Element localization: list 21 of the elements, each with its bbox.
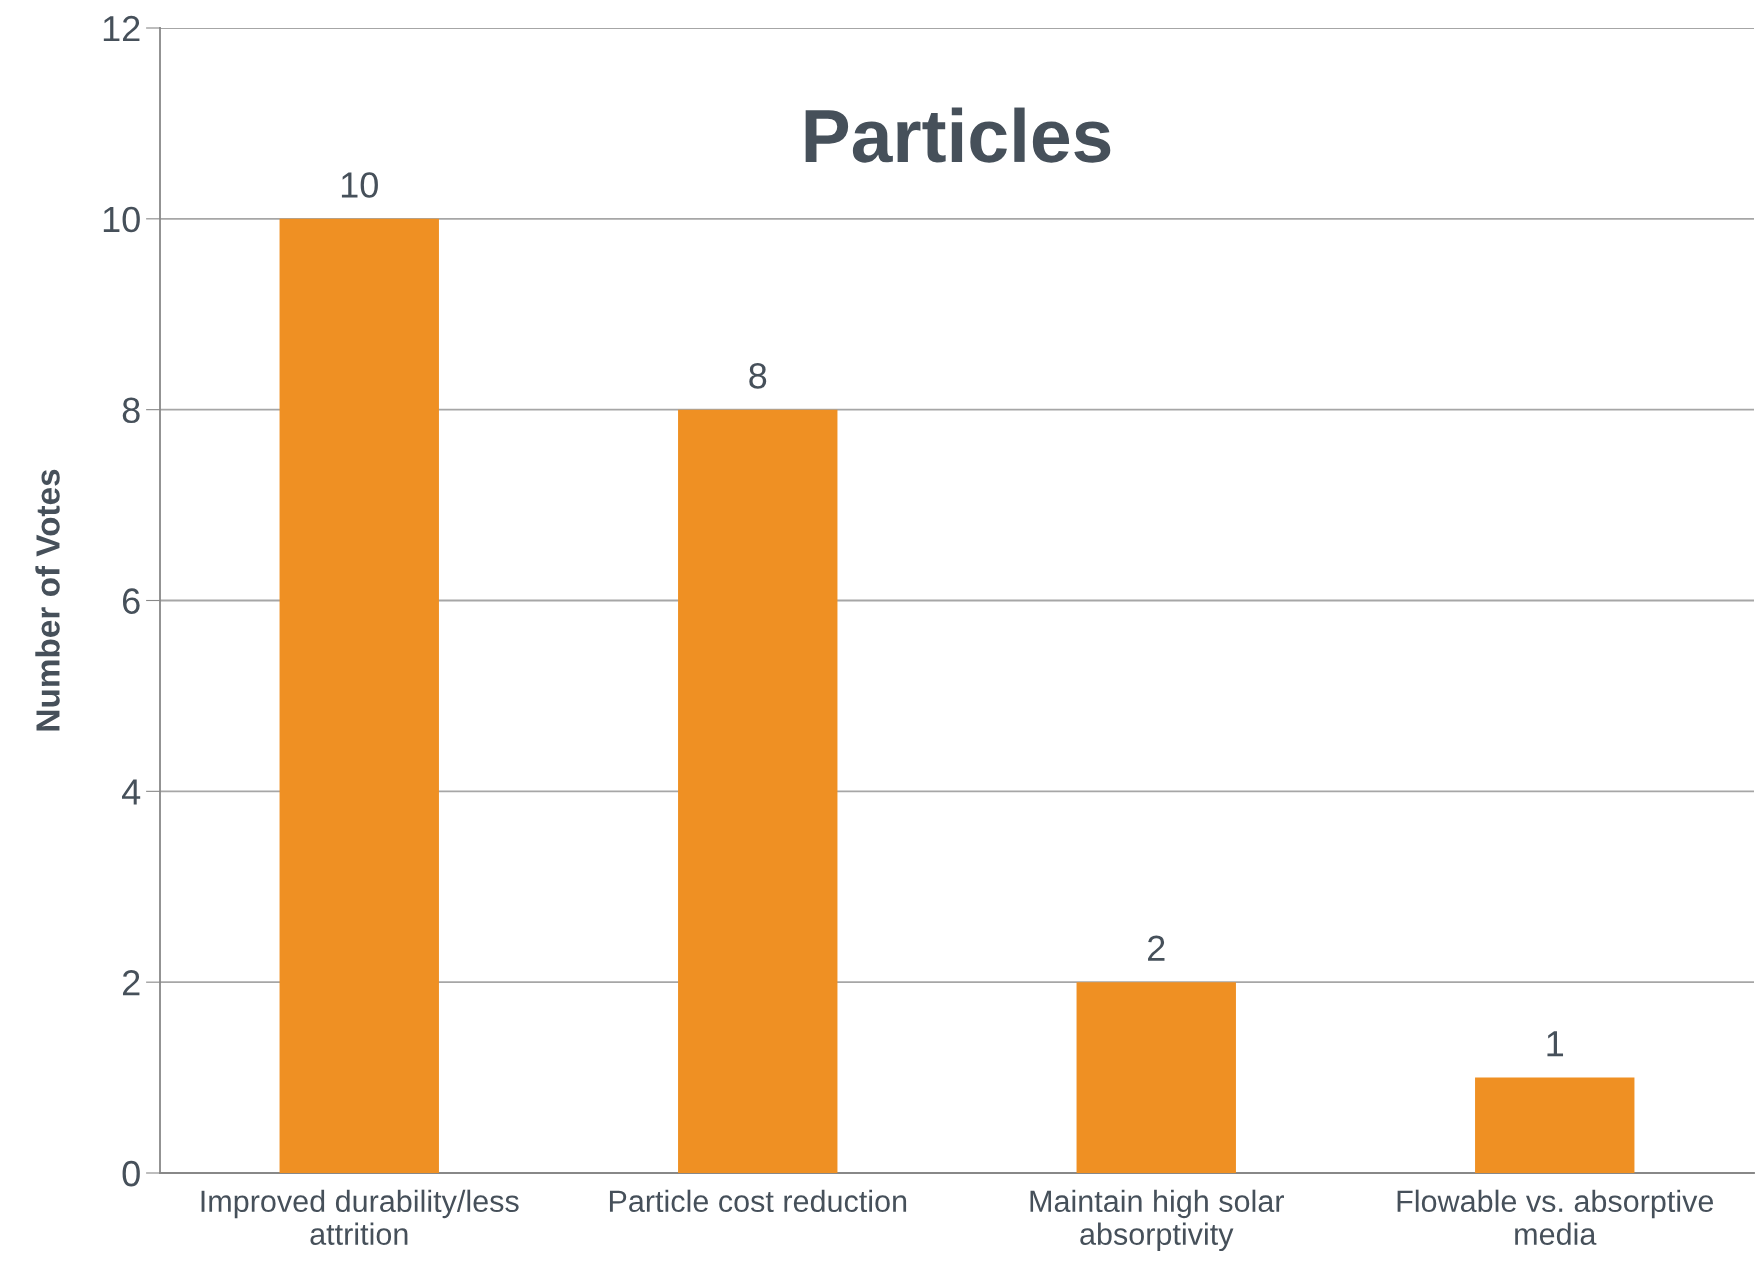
bar xyxy=(1475,1077,1635,1173)
x-tick-label: Improved durability/less attrition xyxy=(201,1189,519,1246)
y-tick-label: 8 xyxy=(122,397,140,424)
y-tick-label: 0 xyxy=(122,1160,140,1187)
data-label: 10 xyxy=(341,172,378,198)
y-tick-label: 4 xyxy=(122,779,141,805)
y-tick-label: 10 xyxy=(103,206,140,233)
x-tick-label: Particle cost reduction xyxy=(609,1189,907,1213)
bar xyxy=(678,409,838,1173)
data-label: 1 xyxy=(1547,1031,1564,1057)
bar xyxy=(279,218,439,1173)
data-label: 8 xyxy=(749,363,767,389)
y-tick-label: 2 xyxy=(122,970,140,996)
data-label: 2 xyxy=(1148,935,1165,961)
y-tick-label: 12 xyxy=(103,15,140,42)
text: Particles xyxy=(805,107,1111,163)
x-tick-label: Flowable vs. absorptive media xyxy=(1397,1189,1714,1246)
y-axis-title: Number of Votes xyxy=(35,469,60,731)
y-tick-label: 6 xyxy=(123,588,140,614)
x-tick-label: Maintain high solar absorptivity xyxy=(1030,1189,1284,1252)
bar xyxy=(1076,982,1236,1173)
